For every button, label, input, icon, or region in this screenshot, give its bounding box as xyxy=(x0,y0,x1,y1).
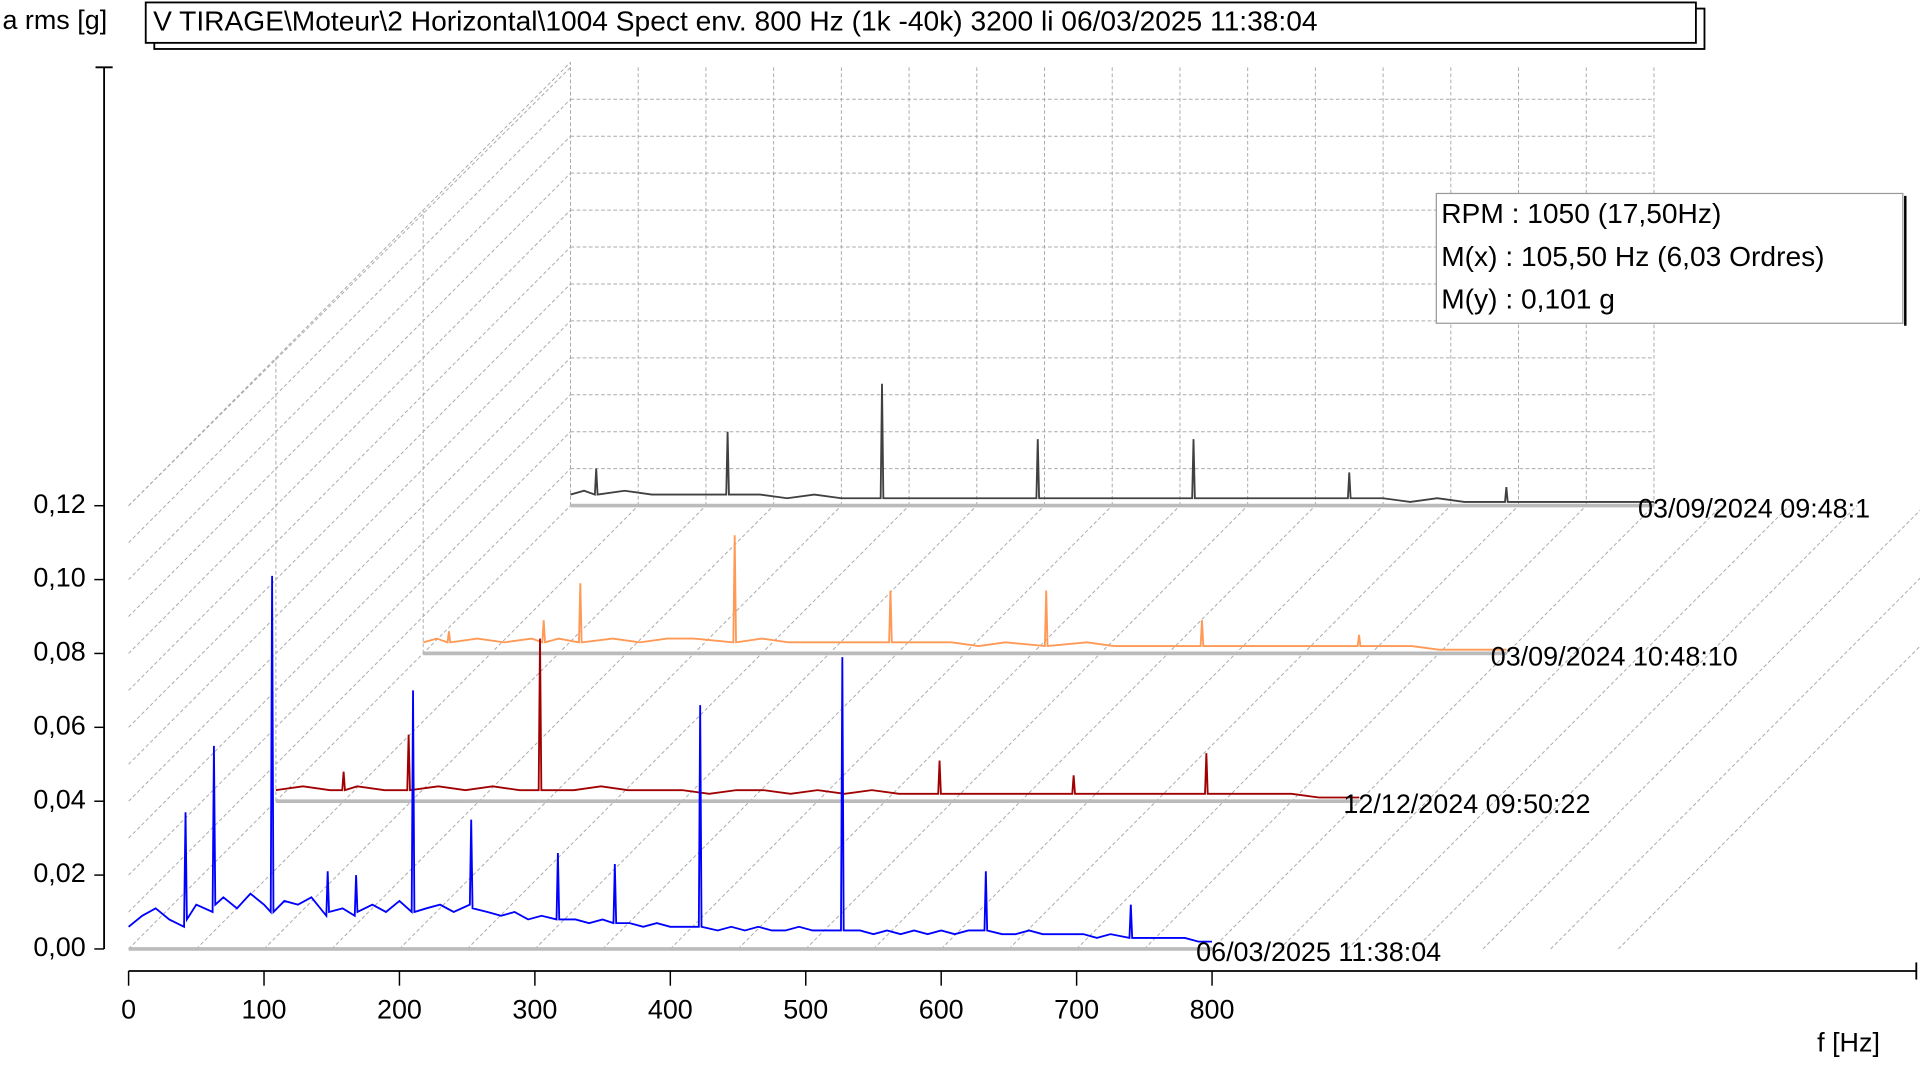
spectrum-line xyxy=(275,638,1360,799)
grid-line xyxy=(399,505,842,950)
y-tick-label: 0,12 xyxy=(33,489,85,519)
y-tick-label: 0,00 xyxy=(33,932,85,962)
grid-line xyxy=(1279,505,1723,950)
grid-line xyxy=(1618,645,1920,950)
grid-line xyxy=(128,431,571,876)
y-tick-label: 0,10 xyxy=(33,563,85,593)
grid-line xyxy=(737,505,1181,950)
series: 03/09/2024 09:48:1 xyxy=(570,383,1870,524)
grid-line xyxy=(805,505,1249,950)
grid-line xyxy=(128,66,571,507)
y-tick-label: 0,04 xyxy=(33,784,85,814)
grid-line xyxy=(602,505,1045,950)
grid xyxy=(128,61,1920,950)
x-tick-label: 400 xyxy=(648,995,693,1025)
y-tick-label: 0,08 xyxy=(33,637,85,667)
grid-line xyxy=(128,394,571,839)
grid-line xyxy=(128,468,571,913)
grid-line xyxy=(873,505,1316,950)
series: 06/03/2025 11:38:04 xyxy=(128,575,1441,967)
annotation: RPM : 1050 (17,50Hz) xyxy=(1441,198,1721,229)
grid-line xyxy=(466,505,910,950)
x-tick-label: 0 xyxy=(121,995,136,1025)
x-axis-label: f [Hz] xyxy=(1817,1028,1880,1058)
x-tick-label: 100 xyxy=(242,995,287,1025)
x-tick-label: 600 xyxy=(919,995,964,1025)
series-label: 03/09/2024 09:48:1 xyxy=(1638,494,1870,524)
x-tick-label: 700 xyxy=(1054,995,1099,1025)
spectrum-line xyxy=(128,575,1212,943)
annotation: M(y) : 0,101 g xyxy=(1441,284,1615,315)
grid-line xyxy=(128,320,571,765)
grid-line xyxy=(1211,505,1655,950)
y-tick-label: 0,02 xyxy=(33,858,85,888)
grid-line xyxy=(195,505,639,950)
grid-line xyxy=(940,505,1384,950)
grid-line xyxy=(1414,505,1858,950)
x-tick-label: 800 xyxy=(1190,995,1235,1025)
title-box xyxy=(144,1,1697,44)
grid-line xyxy=(128,283,571,728)
x-tick-label: 300 xyxy=(512,995,557,1025)
grid-line xyxy=(669,505,1113,950)
spectrum-line xyxy=(570,383,1654,503)
grid-line xyxy=(128,209,571,654)
chart-title: V TIRAGE\Moteur\2 Horizontal\1004 Spect … xyxy=(153,6,1317,37)
grid-line xyxy=(1143,505,1587,950)
x-tick-label: 200 xyxy=(377,995,422,1025)
grid-line xyxy=(1347,505,1790,950)
grid-line xyxy=(534,505,978,950)
x-tick-label: 500 xyxy=(783,995,828,1025)
grid-line xyxy=(263,505,707,950)
grid-line xyxy=(128,172,571,617)
series-label: 03/09/2024 10:48:10 xyxy=(1491,641,1738,671)
grid-line xyxy=(1550,577,1920,950)
grid-line xyxy=(128,135,571,580)
series: 03/09/2024 10:48:10 xyxy=(422,535,1738,671)
series: 12/12/2024 09:50:22 xyxy=(275,638,1590,819)
series-label: 12/12/2024 09:50:22 xyxy=(1343,789,1590,819)
series-label: 06/03/2025 11:38:04 xyxy=(1196,937,1441,967)
grid-line xyxy=(1008,505,1452,950)
grid-line xyxy=(128,61,571,507)
grid-line xyxy=(128,98,571,543)
annotation: M(x) : 105,50 Hz (6,03 Ordres) xyxy=(1441,241,1824,272)
grid-line xyxy=(1482,509,1920,950)
spectrum-line xyxy=(422,535,1507,651)
grid-line xyxy=(128,505,571,950)
grid-line xyxy=(331,505,774,950)
annotation-box xyxy=(1435,192,1904,324)
y-axis-label: a rms [g] xyxy=(2,5,107,35)
grid-line xyxy=(128,246,571,691)
grid-line xyxy=(1076,505,1519,950)
grid-line xyxy=(128,357,571,802)
y-tick-label: 0,06 xyxy=(33,710,85,740)
